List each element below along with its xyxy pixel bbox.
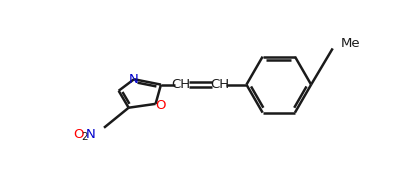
Text: O: O (73, 128, 84, 141)
Text: N: N (86, 128, 96, 141)
Text: Me: Me (340, 37, 360, 50)
Text: CH: CH (171, 78, 191, 91)
Text: CH: CH (210, 78, 229, 91)
Text: O: O (156, 99, 166, 112)
Text: N: N (129, 73, 139, 86)
Text: 2: 2 (81, 132, 88, 142)
